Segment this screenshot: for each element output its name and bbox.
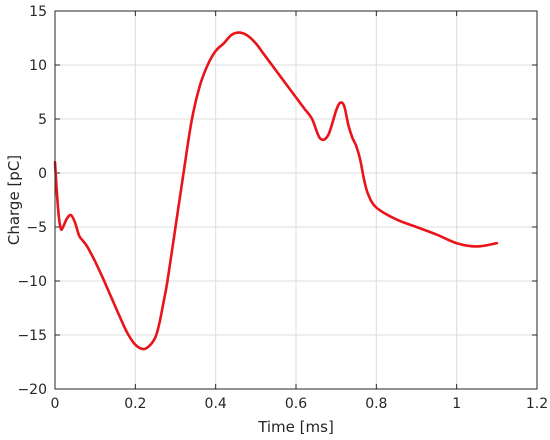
x-tick-label: 0.6 xyxy=(285,396,307,412)
y-tick-label: −15 xyxy=(17,328,47,344)
x-tick-label: 0.4 xyxy=(205,396,227,412)
y-tick-label: −10 xyxy=(17,274,47,290)
y-axis-title: Charge [pC] xyxy=(5,155,23,245)
x-axis-title: Time [ms] xyxy=(257,418,334,436)
y-tick-label: −20 xyxy=(17,382,47,398)
plot-frame xyxy=(54,10,538,390)
y-tick-label: 10 xyxy=(29,58,47,74)
x-tick-label: 1.2 xyxy=(526,396,548,412)
grid-lines xyxy=(54,10,538,390)
x-tick-label: 0.8 xyxy=(365,396,387,412)
y-tick-label: 5 xyxy=(38,112,47,128)
x-tick-label: 0 xyxy=(51,396,60,412)
y-tick-label: −5 xyxy=(26,220,47,236)
series-lines xyxy=(53,31,499,351)
x-tick-label: 0.2 xyxy=(124,396,146,412)
y-tick-labels: −20 −15 −10 −5 0 5 10 15 xyxy=(17,4,47,398)
x-tick-labels: 0 0.2 0.4 0.6 0.8 1 1.2 xyxy=(51,396,549,412)
series-line xyxy=(53,31,499,351)
x-tick-label: 1 xyxy=(452,396,461,412)
y-tick-label: 0 xyxy=(38,166,47,182)
y-tick-label: 15 xyxy=(29,4,47,20)
